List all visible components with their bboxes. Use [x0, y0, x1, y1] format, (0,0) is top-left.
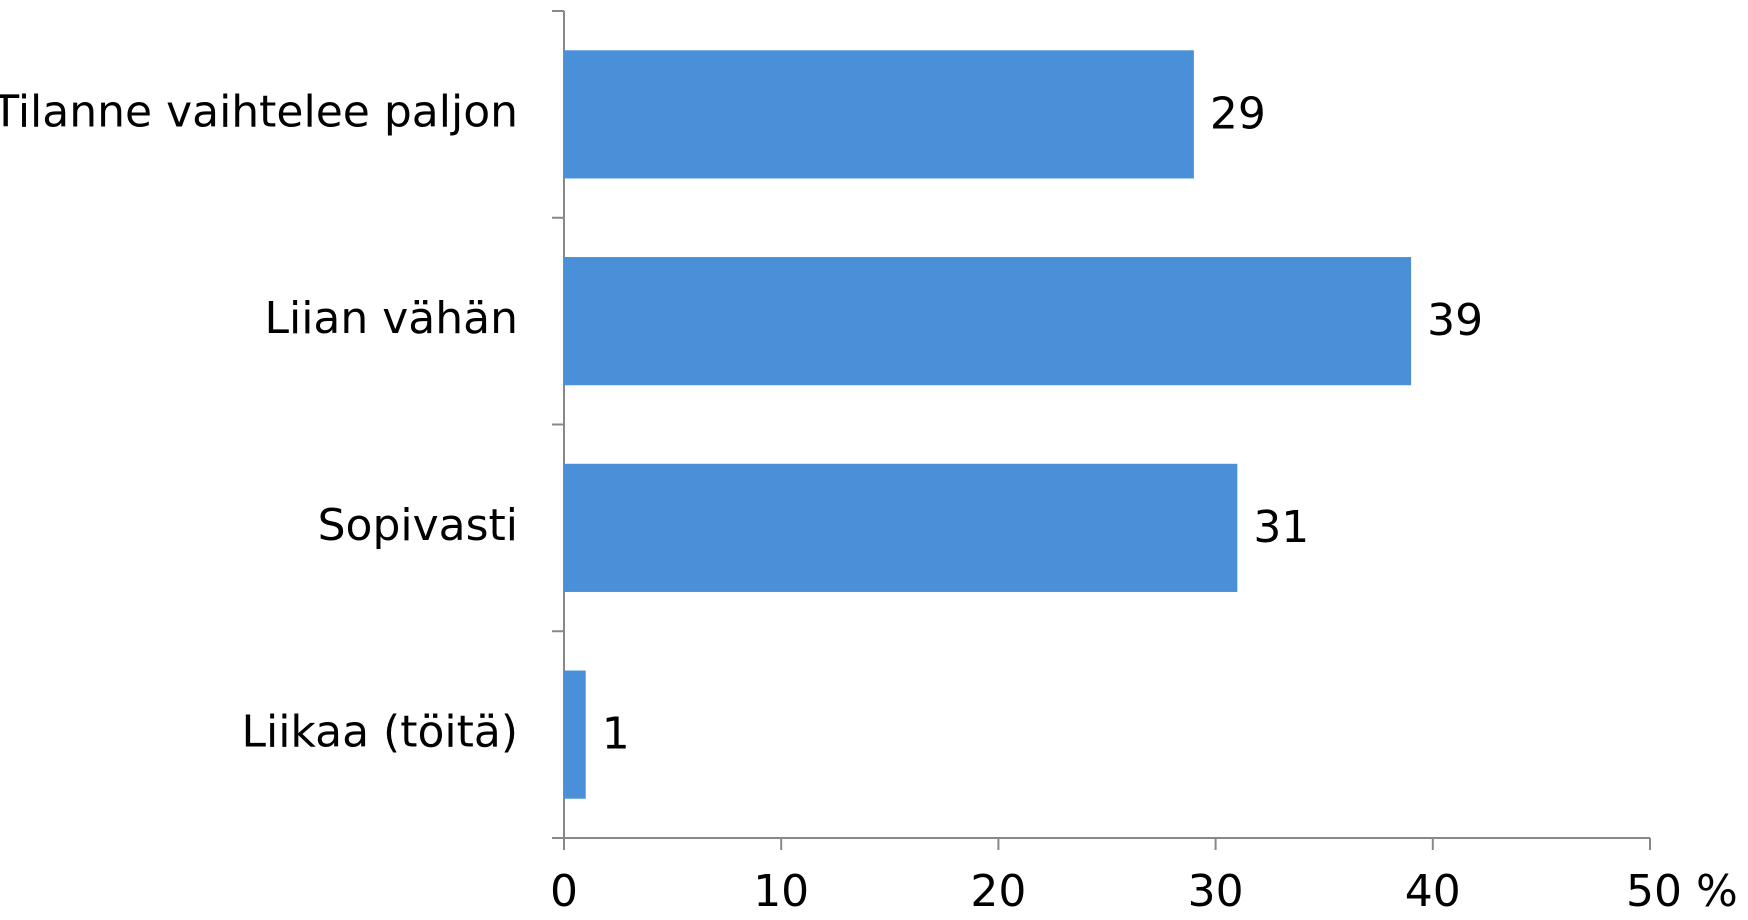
x-tick-label: 10 [753, 866, 809, 917]
bar [564, 257, 1412, 386]
bar [564, 670, 586, 799]
x-tick-label: 0 [550, 866, 578, 917]
y-tick-label: Liian vähän [264, 293, 518, 344]
x-tick-label: 40 [1405, 866, 1461, 917]
y-tick-label: Tilanne vaihtelee paljon [0, 86, 518, 137]
bar [564, 50, 1194, 179]
y-tick-label: Liikaa (töitä) [241, 707, 518, 758]
data-label: 31 [1253, 502, 1309, 553]
data-label: 39 [1427, 295, 1483, 346]
data-label: 29 [1210, 88, 1266, 139]
data-label: 1 [602, 709, 630, 760]
y-tick-label: Sopivasti [318, 500, 518, 551]
x-tick-label: 20 [970, 866, 1026, 917]
x-tick-label: 50 % [1626, 866, 1738, 917]
bar [564, 463, 1238, 592]
x-tick-label: 30 [1188, 866, 1244, 917]
